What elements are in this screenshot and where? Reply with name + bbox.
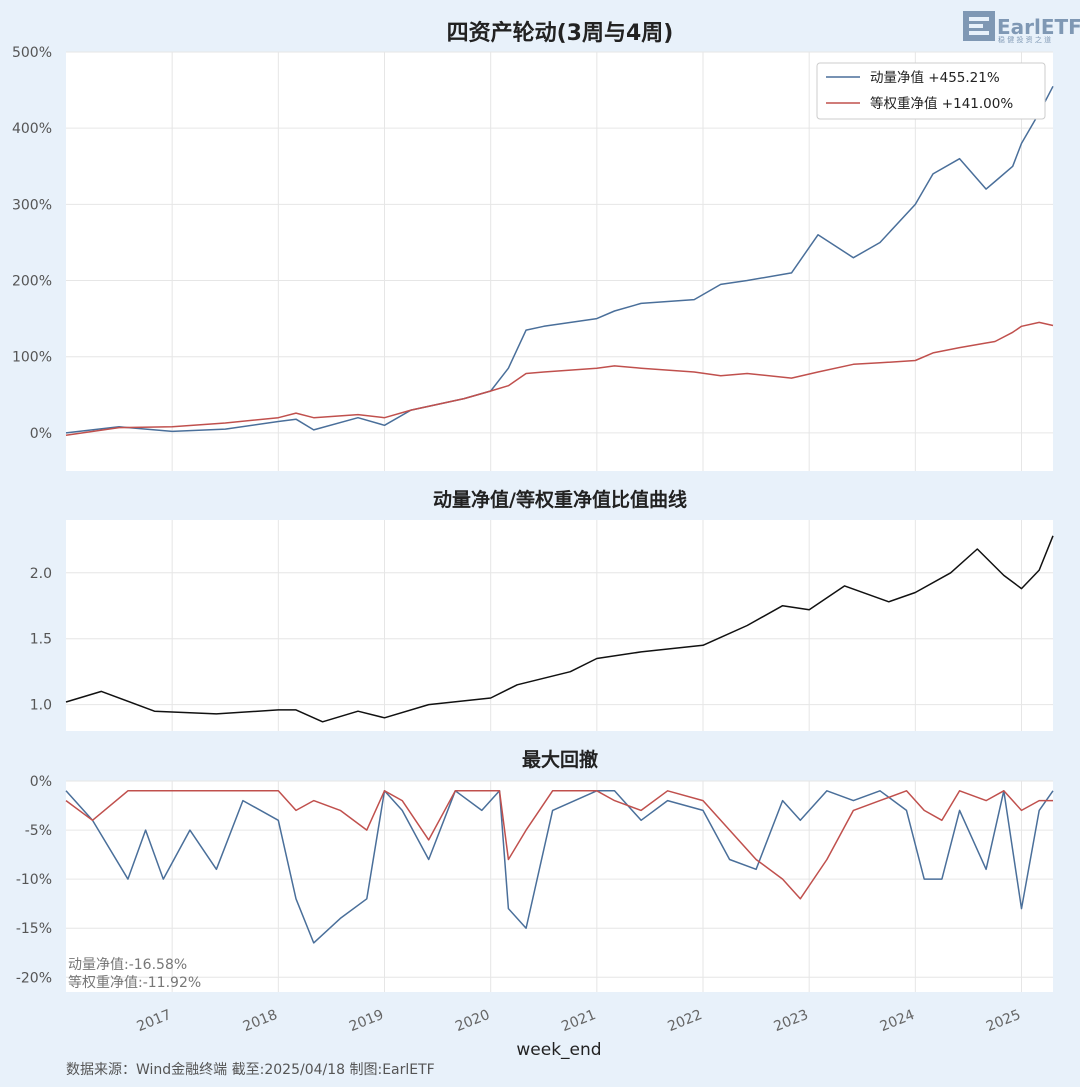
- x-axis-label: week_end: [516, 1040, 601, 1060]
- drawdown-annotation-momentum: 动量净值:-16.58%: [68, 957, 187, 973]
- y-tick-label: 1.5: [30, 632, 52, 648]
- y-tick-label: -5%: [25, 823, 52, 839]
- x-tick-label: 2018: [241, 1007, 280, 1035]
- drawdown-chart-panel: [66, 781, 1053, 992]
- ratio-chart-series: [65, 535, 1054, 723]
- legend-label-momentum: 动量净值 +455.21%: [870, 70, 1000, 86]
- series-line-2-0: [65, 790, 1054, 944]
- drawdown-chart-y-grid: [66, 780, 1053, 978]
- x-tick-label: 2022: [665, 1007, 704, 1035]
- x-tick-label: 2020: [453, 1007, 492, 1035]
- x-tick-label: 2023: [772, 1007, 811, 1035]
- main-chart-title: 四资产轮动(3周与4周): [447, 20, 674, 46]
- ratio-chart-x-grid: [171, 520, 1023, 731]
- main-chart-y-grid: [66, 51, 1053, 434]
- ratio-chart-title: 动量净值/等权重净值比值曲线: [433, 488, 687, 511]
- drawdown-chart-title: 最大回撤: [522, 748, 598, 771]
- y-tick-label: -20%: [16, 970, 52, 986]
- main-chart-series: [65, 85, 1054, 436]
- drawdown-chart-series: [65, 790, 1054, 944]
- series-line-0-1: [65, 321, 1054, 436]
- series-line-2-1: [65, 790, 1053, 900]
- x-tick-label: 2025: [984, 1007, 1023, 1035]
- footer-source: 数据来源：Wind金融终端 截至:2025/04/18 制图:EarlETF: [66, 1062, 435, 1078]
- x-tick-label: 2017: [135, 1007, 174, 1035]
- y-tick-label: -15%: [16, 921, 52, 937]
- series-line-0-0: [65, 85, 1054, 434]
- logo: EarlETF 稳 健 投 资 之 道: [963, 11, 1080, 44]
- main-chart-legend: 动量净值 +455.21% 等权重净值 +141.00%: [816, 62, 1046, 120]
- y-tick-label: 1.0: [30, 698, 52, 714]
- drawdown-chart-y-ticks: -20% -15% -10% -5% 0%: [16, 774, 52, 986]
- y-tick-label: 0%: [30, 774, 52, 790]
- legend-box: [816, 62, 1046, 120]
- x-tick-label: 2021: [559, 1007, 598, 1035]
- y-tick-label: 500%: [12, 45, 52, 61]
- y-tick-label: 0%: [30, 426, 52, 442]
- logo-text: EarlETF: [997, 15, 1080, 39]
- y-tick-label: 2.0: [30, 566, 52, 582]
- y-tick-label: 200%: [12, 274, 52, 290]
- main-chart-y-ticks: 0% 100% 200% 300% 400% 500%: [12, 45, 52, 442]
- main-chart-panel: [66, 52, 1053, 471]
- x-axis-ticks: 2017 2018 2019 2020 2021 2022 2023 2024 2025: [135, 1007, 1023, 1035]
- x-tick-label: 2019: [347, 1007, 386, 1035]
- logo-subtext: 稳 健 投 资 之 道: [998, 35, 1051, 44]
- ratio-chart-y-grid: [66, 572, 1053, 706]
- y-tick-label: 300%: [12, 197, 52, 213]
- x-tick-label: 2024: [878, 1007, 917, 1035]
- ratio-chart-y-ticks: 1.0 1.5 2.0: [30, 566, 52, 714]
- drawdown-annotation-equal: 等权重净值:-11.92%: [68, 974, 201, 991]
- series-line-1-0: [65, 535, 1054, 723]
- y-tick-label: -10%: [16, 872, 52, 888]
- y-tick-label: 100%: [12, 350, 52, 366]
- legend-label-equal: 等权重净值 +141.00%: [870, 95, 1013, 112]
- ratio-chart-panel: [66, 520, 1053, 731]
- main-chart-x-grid: [171, 52, 1023, 471]
- y-tick-label: 400%: [12, 121, 52, 137]
